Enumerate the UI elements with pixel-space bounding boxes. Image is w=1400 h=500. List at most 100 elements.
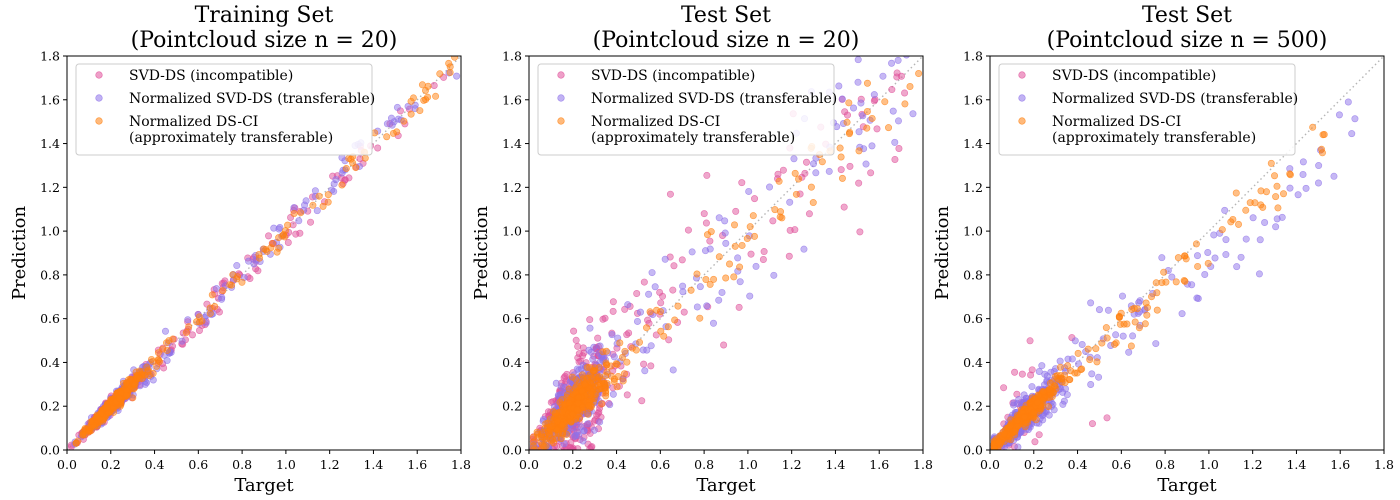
- scatter-points: [67, 56, 461, 450]
- data-point: [72, 439, 80, 447]
- data-point: [608, 331, 616, 339]
- data-point: [671, 316, 679, 324]
- y-tick-label: 1.2: [40, 180, 60, 195]
- data-point: [731, 221, 739, 229]
- data-point: [891, 138, 899, 146]
- data-point: [551, 409, 559, 417]
- data-point: [706, 280, 714, 288]
- data-point: [598, 400, 606, 408]
- data-point: [269, 240, 277, 248]
- data-point: [802, 158, 810, 166]
- x-tick-label: 0.4: [607, 457, 627, 472]
- data-point: [610, 378, 618, 386]
- data-point: [1201, 271, 1209, 279]
- data-point: [696, 314, 704, 322]
- data-point: [656, 308, 664, 316]
- legend-marker: [1018, 117, 1026, 125]
- x-tick-label: 1.8: [451, 457, 471, 472]
- data-point: [601, 314, 609, 322]
- data-point: [1246, 199, 1254, 207]
- y-tick-label: 0.2: [40, 399, 60, 414]
- data-point: [324, 191, 332, 199]
- x-tick-label: 1.0: [738, 457, 758, 472]
- data-point: [736, 263, 744, 271]
- data-point: [1103, 334, 1111, 342]
- data-point: [836, 144, 844, 152]
- data-point: [573, 428, 581, 436]
- data-point: [1335, 111, 1343, 119]
- y-tick-label: 0.8: [502, 267, 522, 282]
- data-point: [888, 59, 896, 67]
- x-tick-label: 1.6: [869, 457, 889, 472]
- data-point: [581, 380, 589, 388]
- x-tick-label: 0.6: [188, 457, 208, 472]
- data-point: [1065, 376, 1073, 384]
- data-point: [687, 286, 695, 294]
- legend: SVD-DS (incompatible) Normalized SVD-DS (…: [75, 63, 375, 156]
- x-tick-label: 0.0: [519, 457, 539, 472]
- data-point: [1010, 399, 1018, 407]
- data-point: [1088, 420, 1096, 428]
- data-point: [400, 117, 408, 125]
- data-point: [144, 366, 152, 374]
- data-point: [1028, 383, 1036, 391]
- x-axis-label: Target: [1157, 475, 1217, 496]
- data-point: [693, 270, 701, 278]
- data-point: [746, 223, 754, 231]
- data-point: [1041, 370, 1049, 378]
- y-tick-label: 1.4: [502, 136, 522, 151]
- legend-marker: [95, 117, 103, 125]
- data-point: [1061, 371, 1069, 379]
- data-point: [738, 241, 746, 249]
- data-point: [1218, 226, 1226, 234]
- data-point: [1153, 289, 1161, 297]
- x-tick-label: 1.6: [407, 457, 427, 472]
- data-point: [407, 110, 415, 118]
- data-point: [726, 260, 734, 268]
- data-point: [1274, 204, 1282, 212]
- data-point: [646, 308, 654, 316]
- data-point: [558, 408, 566, 416]
- data-point: [1000, 384, 1008, 392]
- x-tick-label: 1.4: [825, 457, 845, 472]
- data-point: [341, 176, 349, 184]
- data-point: [233, 275, 241, 283]
- data-point: [862, 160, 870, 168]
- data-point: [702, 276, 710, 284]
- axes-frame: [528, 55, 924, 451]
- data-point: [404, 102, 412, 110]
- data-point: [1271, 172, 1279, 180]
- data-point: [115, 394, 123, 402]
- data-point: [879, 72, 887, 80]
- data-point: [863, 107, 871, 115]
- data-point: [738, 179, 746, 187]
- data-point: [854, 78, 862, 86]
- data-point: [640, 360, 648, 368]
- data-point: [1315, 162, 1323, 170]
- data-point: [645, 290, 653, 298]
- y-tick-label: 1.8: [502, 49, 522, 64]
- data-point: [418, 81, 426, 89]
- data-point: [1178, 310, 1186, 318]
- data-point: [607, 372, 615, 380]
- legend-label: (approximately transferable): [591, 130, 795, 146]
- data-point: [1064, 362, 1072, 370]
- data-point: [648, 269, 656, 277]
- data-point: [795, 175, 803, 183]
- x-tick-label: 1.4: [1286, 457, 1306, 472]
- data-point: [1018, 370, 1026, 378]
- data-point: [451, 56, 459, 61]
- data-point: [565, 385, 573, 393]
- data-point: [890, 46, 896, 52]
- data-point: [548, 422, 556, 430]
- data-point: [643, 324, 651, 332]
- data-point: [250, 260, 258, 268]
- data-point: [735, 303, 743, 311]
- x-tick-label: 0.0: [57, 457, 77, 472]
- y-tick-label: 0.6: [502, 311, 522, 326]
- data-point: [1087, 380, 1095, 388]
- data-point: [583, 374, 591, 382]
- data-point: [785, 252, 793, 260]
- data-point: [246, 274, 254, 282]
- axes-frame: [66, 55, 462, 451]
